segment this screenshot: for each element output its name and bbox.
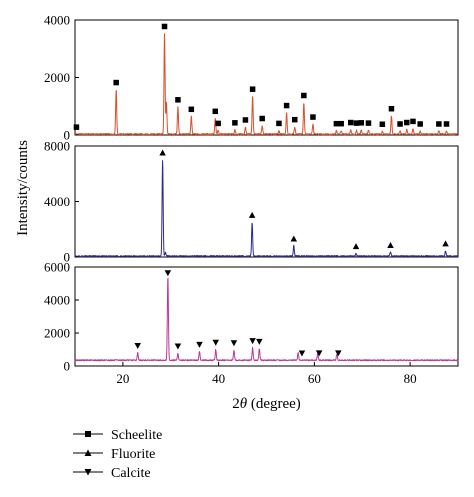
peak-markers	[73, 23, 450, 357]
series-curves	[74, 33, 459, 362]
scheelite-series-line	[74, 33, 459, 136]
calcite-peak-marker	[134, 343, 141, 350]
scheelite-peak-marker	[348, 119, 354, 126]
scheelite-peak-marker	[379, 121, 386, 128]
scheelite-peak-marker	[283, 102, 290, 109]
legend-label-scheelite: Scheelite	[111, 428, 162, 443]
calcite-y-tick-label: 6000	[44, 260, 70, 275]
legend-marker-fluorite	[84, 449, 92, 456]
calcite-peak-marker	[196, 341, 203, 348]
legend: Scheelite Fluorite Calcite	[73, 428, 162, 481]
calcite-series-line	[74, 277, 459, 362]
fluorite-y-tick-label: 4000	[44, 194, 70, 209]
x-tick-label: 20	[116, 371, 129, 386]
scheelite-peak-marker	[404, 119, 410, 126]
scheelite-peak-marker	[291, 116, 298, 123]
scheelite-peak-marker	[259, 115, 265, 122]
fluorite-y-tick-label: 0	[64, 250, 71, 265]
calcite-panel-frame	[74, 266, 459, 367]
calcite-peak-marker	[174, 343, 182, 350]
scheelite-peak-marker	[310, 114, 316, 120]
x-tick-label: 40	[212, 371, 225, 386]
scheelite-peak-marker	[276, 120, 282, 127]
scheelite-peak-marker	[365, 120, 372, 126]
calcite-y-tick-label: 0	[64, 359, 71, 374]
scheelite-peak-marker	[388, 105, 395, 112]
scheelite-peak-marker	[443, 121, 450, 127]
scheelite-peak-marker	[436, 121, 442, 127]
scheelite-peak-marker	[161, 23, 168, 30]
scheelite-peak-marker	[397, 121, 403, 127]
scheelite-peak-marker	[215, 120, 221, 127]
scheelite-peak-marker	[301, 92, 307, 99]
scheelite-peak-marker	[113, 79, 119, 86]
scheelite-peak-marker	[353, 120, 360, 126]
calcite-peak-marker	[249, 338, 256, 345]
scheelite-peak-marker	[333, 120, 340, 127]
x-axis-label: 2θ (degree)	[232, 396, 301, 412]
scheelite-y-tick-label: 0	[64, 128, 71, 143]
calcite-peak-marker	[256, 338, 263, 345]
legend-marker-scheelite	[85, 431, 91, 437]
scheelite-peak-marker	[242, 117, 249, 123]
scheelite-peak-marker	[358, 120, 365, 126]
calcite-peak-marker	[230, 340, 238, 347]
scheelite-peak-marker	[338, 120, 344, 127]
scheelite-y-tick-label: 2000	[44, 70, 70, 85]
scheelite-peak-marker	[417, 121, 423, 127]
scheelite-peak-marker	[188, 106, 195, 113]
calcite-peak-marker	[164, 270, 172, 277]
fluorite-peak-marker	[290, 235, 298, 242]
scheelite-peak-marker	[249, 86, 256, 92]
calcite-y-tick-label: 2000	[44, 326, 70, 341]
x-tick-label: 80	[404, 371, 417, 386]
scheelite-panel-frame	[74, 19, 459, 136]
scheelite-peak-marker	[212, 108, 219, 115]
fluorite-series-line	[74, 160, 459, 258]
calcite-y-tick-label: 4000	[44, 293, 70, 308]
scheelite-y-tick-label: 4000	[44, 13, 70, 28]
fluorite-peak-marker	[352, 243, 360, 250]
calcite-peak-marker	[335, 350, 342, 357]
calcite-peak-marker	[298, 350, 306, 357]
legend-label-calcite: Calcite	[111, 466, 151, 481]
fluorite-peak-marker	[159, 149, 166, 156]
scheelite-peak-marker	[73, 124, 80, 130]
x-tick-label: 60	[308, 371, 321, 386]
scheelite-peak-marker	[175, 97, 181, 103]
fluorite-peak-marker	[248, 211, 256, 218]
fluorite-peak-marker	[442, 240, 449, 247]
scheelite-peak-marker	[410, 118, 416, 125]
legend-label-fluorite: Fluorite	[111, 447, 155, 462]
fluorite-y-tick-label: 8000	[44, 139, 70, 154]
scheelite-peak-marker	[232, 120, 238, 126]
panel-frames	[74, 19, 459, 367]
legend-marker-calcite	[84, 469, 92, 476]
calcite-peak-marker	[315, 350, 323, 357]
fluorite-panel-frame	[74, 145, 459, 258]
y-axis-label: Intensity/counts	[15, 140, 31, 236]
fluorite-peak-marker	[387, 242, 394, 249]
calcite-peak-marker	[212, 339, 220, 346]
